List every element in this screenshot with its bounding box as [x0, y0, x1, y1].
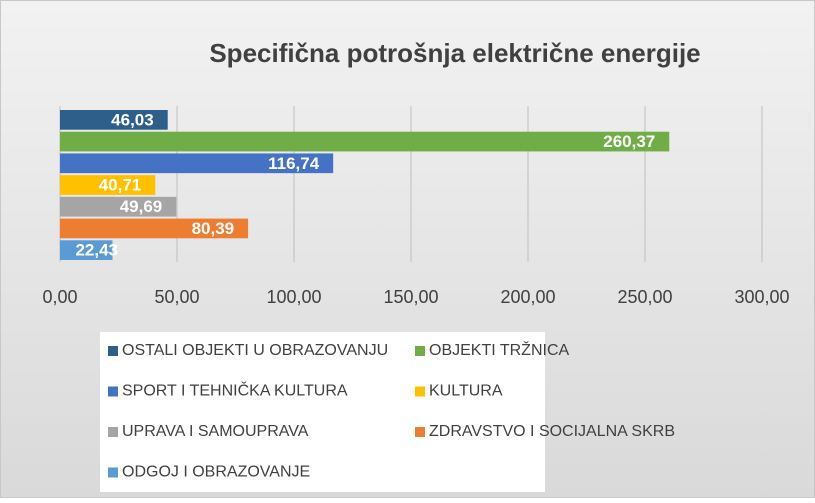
bar-value-label: 260,37 [603, 132, 655, 151]
legend-label: ODGOJ I OBRAZOVANJE [122, 464, 310, 481]
x-tick-label: 300,00 [734, 287, 789, 307]
bar [60, 240, 113, 260]
legend-swatch [415, 386, 425, 397]
x-tick-label: 0,00 [42, 287, 77, 307]
x-tick-label: 50,00 [154, 287, 199, 307]
legend-box [100, 332, 545, 492]
legend-swatch [108, 386, 118, 397]
bar-value-label: 40,71 [99, 175, 142, 194]
legend-label: KULTURA [429, 383, 503, 400]
bar-value-label: 22,43 [75, 241, 118, 260]
bar [60, 196, 177, 217]
bar [60, 218, 249, 239]
x-tick-label: 100,00 [266, 287, 321, 307]
bar [60, 131, 670, 152]
bar-value-label: 80,39 [192, 219, 235, 238]
chart-title: Specifična potrošnja električne energije [209, 38, 700, 68]
bar-value-label: 46,03 [111, 110, 154, 129]
bar [60, 175, 156, 195]
x-tick-label: 150,00 [383, 287, 438, 307]
bar-value-label: 116,74 [268, 154, 320, 173]
legend-swatch [108, 427, 118, 437]
bar-value-label: 49,69 [120, 197, 163, 216]
legend-label: OBJEKTI TRŽNICA [429, 340, 569, 359]
legend-label: UPRAVA I SAMOUPRAVA [122, 423, 309, 440]
legend-swatch [415, 346, 425, 356]
legend-swatch [108, 346, 118, 356]
bar [60, 153, 334, 174]
legend-label: OSTALI OBJEKTI U OBRAZOVANJU [122, 342, 388, 359]
legend-swatch [415, 427, 425, 437]
x-tick-label: 250,00 [617, 287, 672, 307]
legend-label: SPORT I TEHNIČKA KULTURA [122, 381, 348, 400]
legend-label: ZDRAVSTVO I SOCIJALNA SKRB [429, 423, 675, 440]
x-tick-label: 200,00 [500, 287, 555, 307]
legend-swatch [108, 467, 118, 478]
bar [60, 110, 168, 130]
